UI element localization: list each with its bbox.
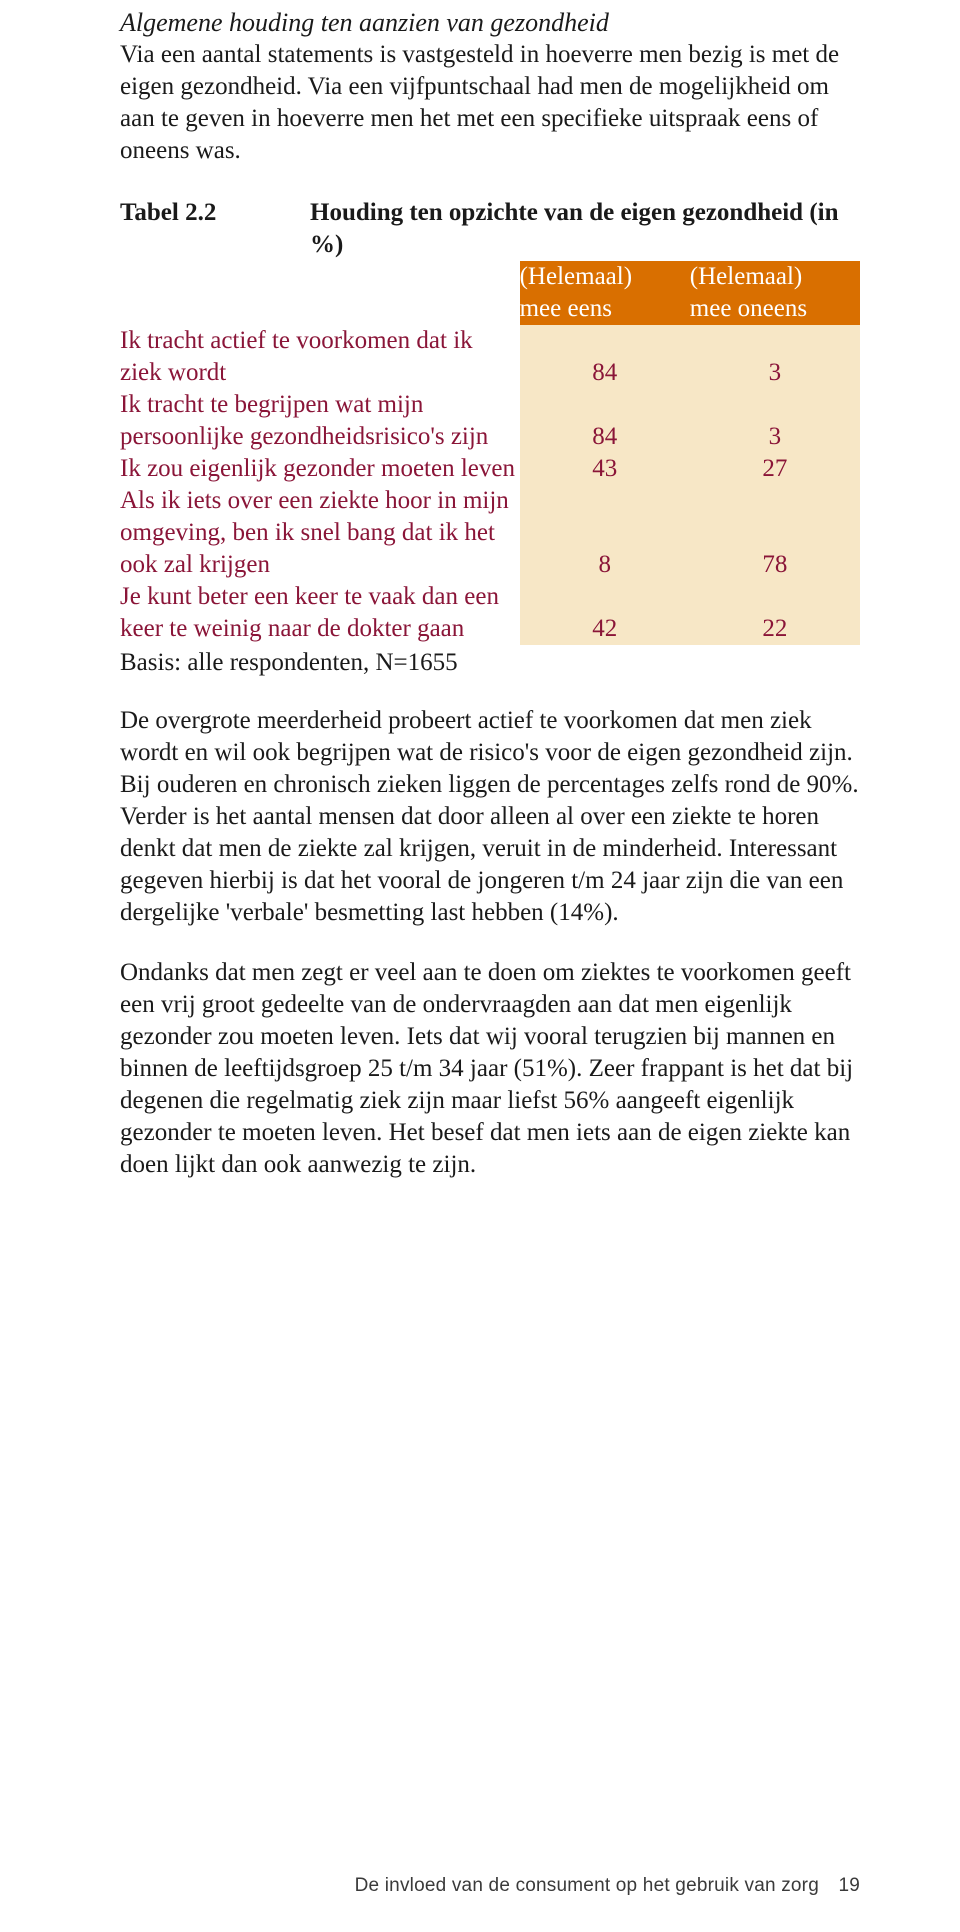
page: Algemene houding ten aanzien van gezondh…	[0, 0, 960, 1932]
header-agree-line2: mee eens	[520, 295, 612, 322]
table-block: Tabel 2.2 Houding ten opzichte van de ei…	[120, 197, 860, 679]
section-heading: Algemene houding ten aanzien van gezondh…	[120, 0, 860, 39]
disagree-cell: 3	[690, 325, 860, 389]
disagree-cell: 3	[690, 389, 860, 453]
agree-cell: 84	[520, 389, 690, 453]
agree-cell: 42	[520, 581, 690, 645]
page-footer: De invloed van de consument op het gebru…	[355, 1874, 860, 1898]
attitude-table: (Helemaal) mee eens (Helemaal) mee oneen…	[120, 261, 860, 645]
table-header-agree: (Helemaal) mee eens	[520, 261, 690, 325]
agree-cell: 8	[520, 485, 690, 581]
table-row: Als ik iets over een ziekte hoor in mijn…	[120, 485, 860, 581]
disagree-cell: 22	[690, 581, 860, 645]
table-title: Houding ten opzichte van de eigen gezond…	[310, 197, 860, 261]
table-row: Je kunt beter een keer te vaak dan een k…	[120, 581, 860, 645]
disagree-cell: 27	[690, 453, 860, 485]
header-disagree-line2: mee oneens	[690, 295, 807, 322]
header-disagree-line1: (Helemaal)	[690, 263, 802, 290]
statement-cell: Ik tracht actief te voorkomen dat ik zie…	[120, 325, 520, 389]
body-paragraph-2: Ondanks dat men zegt er veel aan te doen…	[120, 957, 860, 1181]
table-label: Tabel 2.2	[120, 197, 310, 229]
table-header-disagree: (Helemaal) mee oneens	[690, 261, 860, 325]
table-title-row: Tabel 2.2 Houding ten opzichte van de ei…	[120, 197, 860, 261]
body-paragraph-1: De overgrote meerderheid probeert actief…	[120, 705, 860, 929]
statement-cell: Ik tracht te begrijpen wat mijn persoonl…	[120, 389, 520, 453]
agree-cell: 43	[520, 453, 690, 485]
table-header-row: (Helemaal) mee eens (Helemaal) mee oneen…	[120, 261, 860, 325]
footer-text: De invloed van de consument op het gebru…	[355, 1875, 819, 1896]
intro-paragraph: Via een aantal statements is vastgesteld…	[120, 39, 860, 167]
footer-page-number: 19	[838, 1875, 860, 1896]
statement-cell: Ik zou eigenlijk gezonder moeten leven	[120, 453, 520, 485]
table-row: Ik tracht actief te voorkomen dat ik zie…	[120, 325, 860, 389]
statement-cell: Je kunt beter een keer te vaak dan een k…	[120, 581, 520, 645]
disagree-cell: 78	[690, 485, 860, 581]
table-header-blank	[120, 261, 520, 325]
header-agree-line1: (Helemaal)	[520, 263, 632, 290]
table-row: Ik tracht te begrijpen wat mijn persoonl…	[120, 389, 860, 453]
agree-cell: 84	[520, 325, 690, 389]
table-basis: Basis: alle respondenten, N=1655	[120, 647, 860, 679]
statement-cell: Als ik iets over een ziekte hoor in mijn…	[120, 485, 520, 581]
table-row: Ik zou eigenlijk gezonder moeten leven 4…	[120, 453, 860, 485]
